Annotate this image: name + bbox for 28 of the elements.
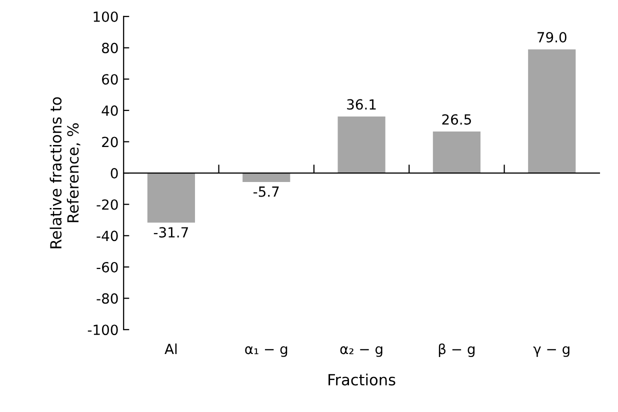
- bar: [242, 173, 290, 182]
- data-label: 36.1: [347, 99, 376, 110]
- y-tick-label: 20: [102, 136, 118, 148]
- y-tick-label: -40: [96, 230, 118, 242]
- y-tick-label: -20: [96, 199, 118, 210]
- y-tick-label: 100: [94, 11, 118, 22]
- bar: [147, 173, 195, 223]
- x-tick-label: γ − g: [533, 346, 570, 357]
- y-tick-label: -60: [96, 262, 118, 272]
- y-tick-label: -100: [88, 324, 118, 336]
- data-label: 79.0: [538, 32, 566, 42]
- y-tick-label: 80: [102, 42, 118, 54]
- x-axis-title: Fractions: [328, 374, 396, 386]
- bar: [338, 116, 386, 174]
- data-label: -5.7: [253, 186, 279, 197]
- x-tick-label: α₂ − g: [340, 346, 382, 357]
- x-tick-label: Al: [164, 343, 177, 354]
- data-label: -31.7: [154, 227, 188, 238]
- data-label: 26.5: [442, 114, 471, 125]
- y-tick-label: 60: [102, 74, 118, 85]
- bar: [528, 49, 576, 174]
- x-tick-label: β − g: [438, 343, 475, 358]
- bar: [432, 132, 480, 174]
- y-axis-title: Relative fractions to Reference, %: [50, 97, 80, 248]
- y-tick-label: -80: [96, 293, 118, 304]
- y-tick-label: 0: [110, 168, 118, 179]
- x-tick-label: α₁ − g: [245, 346, 288, 357]
- y-tick-label: 40: [102, 105, 118, 116]
